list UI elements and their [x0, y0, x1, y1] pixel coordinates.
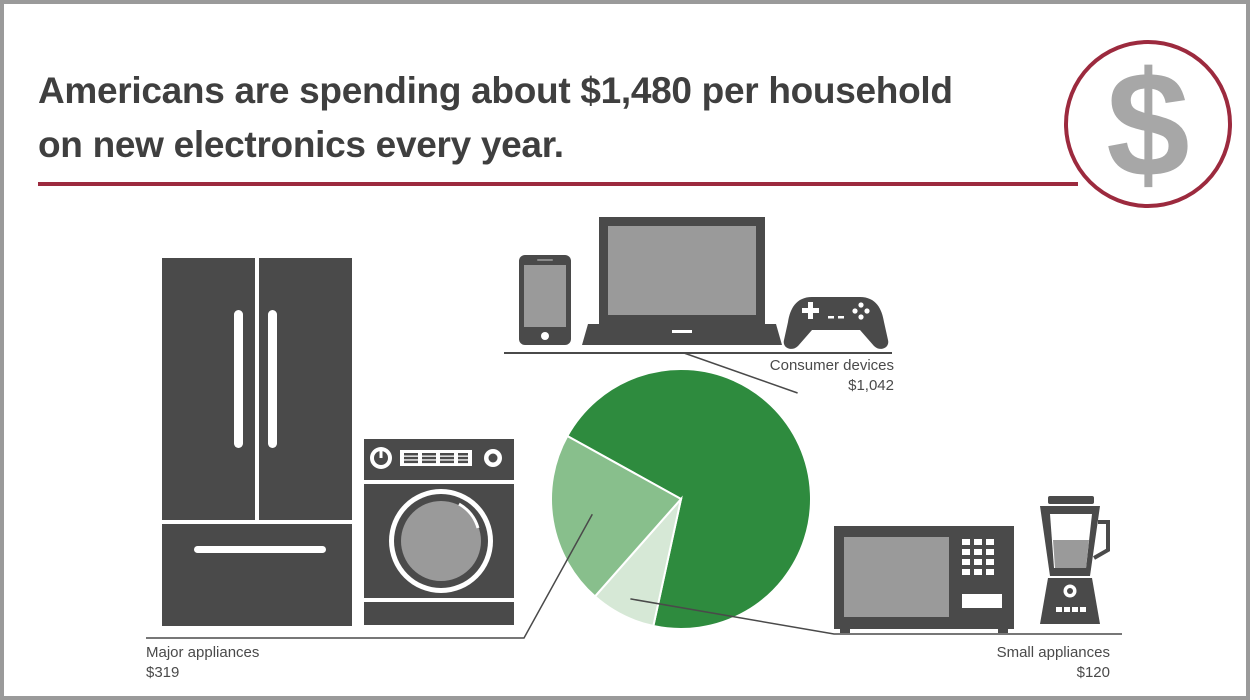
accent-rule [38, 182, 1078, 186]
blender-icon [1040, 496, 1110, 624]
leader-line-small-appliances [630, 598, 1122, 635]
leader-line-major-appliances [146, 513, 593, 639]
microwave-icon [834, 526, 1014, 633]
pie-chart [550, 368, 812, 630]
pie-slice-major-appliances [550, 434, 683, 598]
consumer-devices-value: $1,042 [848, 377, 894, 394]
label-small-appliances: Small appliances $120 [997, 643, 1110, 683]
laptop-icon [582, 217, 782, 345]
smartphone-icon [519, 255, 571, 345]
game-controller-icon [783, 297, 889, 349]
headline-line-1: Americans are spending about $1,480 per … [38, 70, 953, 111]
consumer-devices-label: Consumer devices [769, 357, 894, 374]
label-consumer-devices: Consumer devices $1,042 [770, 356, 894, 396]
dollar-sign-icon: $ [1106, 40, 1190, 208]
small-appliances-value: $120 [1076, 664, 1110, 681]
leader-line-consumer-devices [683, 352, 798, 394]
refrigerator-icon [162, 258, 352, 626]
pie-leader-lines [146, 352, 1122, 639]
headline-line-2: on new electronics every year. [38, 124, 564, 165]
dollar-badge: $ [1064, 40, 1232, 208]
illustration [146, 217, 1122, 639]
small-appliances-label: Small appliances [996, 644, 1110, 661]
headline: Americans are spending about $1,480 per … [38, 64, 953, 172]
washing-machine-icon [364, 439, 514, 625]
major-appliances-value: $319 [146, 664, 180, 681]
major-appliances-label: Major appliances [146, 644, 260, 661]
label-major-appliances: Major appliances $319 [146, 643, 259, 683]
